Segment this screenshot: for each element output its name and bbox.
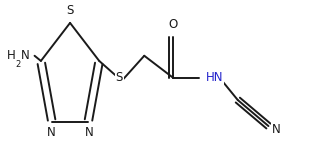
Text: N: N	[85, 126, 93, 139]
Text: N: N	[47, 126, 55, 139]
Text: S: S	[66, 4, 74, 17]
Text: H: H	[6, 49, 15, 62]
Text: N: N	[272, 123, 281, 136]
Text: N: N	[21, 49, 30, 62]
Text: S: S	[116, 71, 123, 84]
Text: HN: HN	[205, 71, 223, 84]
Text: 2: 2	[16, 60, 21, 69]
Text: O: O	[169, 18, 178, 31]
